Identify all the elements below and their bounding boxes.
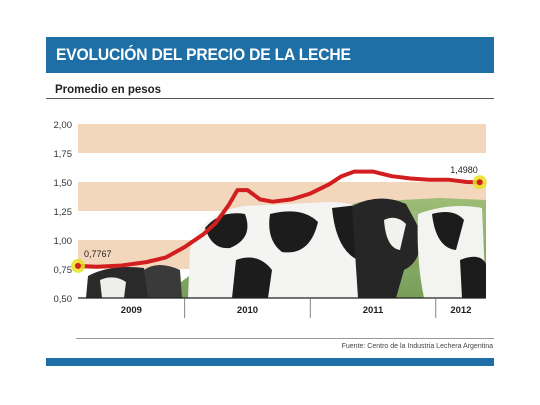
y-axis-ticks: 2,00 1,75 1,50 1,25 1,00 0,75 0,50 bbox=[54, 120, 73, 305]
annotation-markers: 0,7767 1,4980 bbox=[71, 165, 487, 273]
data-point bbox=[476, 179, 483, 186]
source-divider bbox=[76, 338, 494, 339]
data-label: 1,4980 bbox=[450, 165, 478, 175]
chart-title: EVOLUCIÓN DEL PRECIO DE LA LECHE bbox=[56, 45, 351, 64]
y-tick-label: 2,00 bbox=[54, 120, 73, 131]
grid-band bbox=[78, 124, 486, 153]
header-bar: EVOLUCIÓN DEL PRECIO DE LA LECHE bbox=[46, 37, 494, 73]
source-note: Fuente: Centro de la Industria Lechera A… bbox=[341, 343, 493, 350]
x-tick-label: 2010 bbox=[237, 305, 258, 316]
data-label: 0,7767 bbox=[84, 249, 112, 259]
data-point bbox=[75, 262, 81, 269]
y-tick-label: 1,50 bbox=[54, 178, 73, 189]
x-tick-label: 2012 bbox=[450, 305, 471, 316]
y-tick-label: 1,25 bbox=[54, 207, 73, 218]
y-tick-label: 1,75 bbox=[54, 149, 73, 160]
x-tick-label: 2011 bbox=[363, 305, 384, 316]
y-tick-label: 1,00 bbox=[54, 236, 73, 247]
line-chart: 2,00 1,75 1,50 1,25 1,00 0,75 0,50 2009 2010 201… bbox=[54, 120, 487, 318]
subtitle-divider bbox=[46, 98, 494, 99]
x-tick-label: 2009 bbox=[121, 305, 142, 316]
y-tick-label: 0,50 bbox=[54, 294, 73, 305]
series-line bbox=[76, 169, 482, 269]
x-axis: 2009 2010 2011 2012 bbox=[78, 297, 486, 318]
footer-bar bbox=[46, 358, 494, 366]
chart-subtitle: Promedio en pesos bbox=[55, 84, 162, 96]
y-tick-label: 0,75 bbox=[54, 265, 73, 276]
